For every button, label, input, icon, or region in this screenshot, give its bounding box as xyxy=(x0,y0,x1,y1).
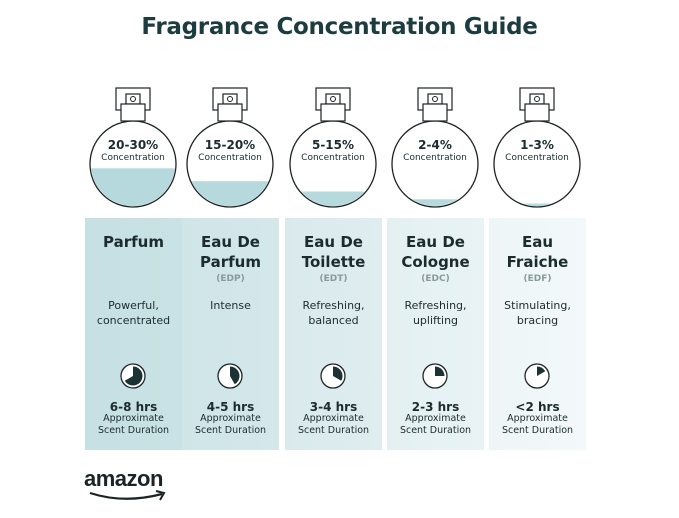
card-3: Eau De Cologne (EDC) Refreshing, uplifti… xyxy=(387,218,484,450)
duration-label: Approximate Scent Duration xyxy=(182,413,279,437)
card-0: Parfum Powerful, concentrated 6-8 hrs Ap… xyxy=(85,218,182,450)
duration-value: 4-5 hrs xyxy=(206,400,255,414)
name-line2: Parfum xyxy=(200,253,261,271)
bottle-3: 2-4% Concentration xyxy=(387,86,483,216)
concentration: 2-4% Concentration xyxy=(387,138,483,163)
duration-value: 2-3 hrs xyxy=(411,400,460,414)
description: Refreshing, balanced xyxy=(285,298,382,328)
concentration-value: 1-3% xyxy=(520,138,554,152)
card-1: Eau De Parfum (EDP) Intense 4-5 hrs Appr… xyxy=(182,218,279,450)
concentration-value: 5-15% xyxy=(311,138,355,152)
desc-line1: Intense xyxy=(210,299,251,312)
name-line1: Eau De xyxy=(201,233,260,251)
desc-line1: Stimulating, xyxy=(504,299,571,312)
desc-line2: bracing xyxy=(516,314,559,327)
concentration-value: 15-20% xyxy=(204,138,256,152)
clock-pie-icon xyxy=(120,363,146,389)
bottle-0: 20-30% Concentration xyxy=(85,86,181,216)
page-title: Fragrance Concentration Guide xyxy=(141,14,538,40)
perfume-bottle-icon xyxy=(289,87,377,208)
fragrance-name: Eau Fraiche (EDF) xyxy=(489,232,586,286)
concentration: 15-20% Concentration xyxy=(182,138,278,163)
duration-label2: Scent Duration xyxy=(399,425,472,436)
description: Intense xyxy=(182,298,279,313)
desc-line2: uplifting xyxy=(412,314,459,327)
duration-label1: Approximate xyxy=(200,413,261,424)
card-2: Eau De Toilette (EDT) Refreshing, balanc… xyxy=(285,218,382,450)
duration-label1: Approximate xyxy=(507,413,568,424)
description: Refreshing, uplifting xyxy=(387,298,484,328)
duration-label2: Scent Duration xyxy=(194,425,267,436)
name-line1: Eau xyxy=(521,233,554,251)
concentration-label: Concentration xyxy=(198,153,262,163)
description: Powerful, concentrated xyxy=(85,298,182,328)
concentration-value: 20-30% xyxy=(107,138,159,152)
concentration-label: Concentration xyxy=(403,153,467,163)
name-line2: Cologne xyxy=(401,253,470,271)
perfume-bottle-icon xyxy=(493,87,581,208)
abbreviation: (EDC) xyxy=(421,274,450,284)
duration-label2: Scent Duration xyxy=(501,425,574,436)
name-line1: Parfum xyxy=(103,233,164,251)
clock-pie-icon xyxy=(217,363,243,389)
bottle-2: 5-15% Concentration xyxy=(285,86,381,216)
name-line2: Fraiche xyxy=(506,253,569,271)
duration-label2: Scent Duration xyxy=(297,425,370,436)
name-line1: Eau De xyxy=(304,233,363,251)
logo-text: amazon xyxy=(84,466,163,491)
concentration-label: Concentration xyxy=(101,153,165,163)
desc-line2: concentrated xyxy=(96,314,171,327)
duration-label2: Scent Duration xyxy=(97,425,170,436)
concentration: 20-30% Concentration xyxy=(85,138,181,163)
fragrance-name: Eau De Toilette (EDT) xyxy=(285,232,382,286)
duration-value: 3-4 hrs xyxy=(309,400,358,414)
concentration-value: 2-4% xyxy=(418,138,452,152)
concentration: 1-3% Concentration xyxy=(489,138,585,163)
desc-line1: Refreshing, xyxy=(302,299,365,312)
duration-value: 6-8 hrs xyxy=(109,400,158,414)
duration-label1: Approximate xyxy=(303,413,364,424)
perfume-bottle-icon xyxy=(186,87,274,208)
duration-label: Approximate Scent Duration xyxy=(285,413,382,437)
abbreviation: (EDF) xyxy=(523,274,552,284)
fragrance-name: Eau De Cologne (EDC) xyxy=(387,232,484,286)
desc-line1: Refreshing, xyxy=(404,299,467,312)
description: Stimulating, bracing xyxy=(489,298,586,328)
smile-arrow-icon xyxy=(89,490,166,501)
bottle-1: 15-20% Concentration xyxy=(182,86,278,216)
duration-label1: Approximate xyxy=(103,413,164,424)
name-line1: Eau De xyxy=(406,233,465,251)
perfume-bottle-icon xyxy=(89,87,177,208)
clock-pie-icon xyxy=(320,363,346,389)
duration-label: Approximate Scent Duration xyxy=(85,413,182,437)
concentration-label: Concentration xyxy=(505,153,569,163)
duration-label1: Approximate xyxy=(405,413,466,424)
clock-pie-icon xyxy=(524,363,550,389)
duration-value: <2 hrs xyxy=(515,400,560,414)
concentration-label: Concentration xyxy=(301,153,365,163)
amazon-logo: amazon xyxy=(84,466,184,506)
concentration: 5-15% Concentration xyxy=(285,138,381,163)
perfume-bottle-icon xyxy=(391,87,479,208)
card-4: Eau Fraiche (EDF) Stimulating, bracing <… xyxy=(489,218,586,450)
fragrance-name: Parfum xyxy=(85,232,182,252)
bottle-4: 1-3% Concentration xyxy=(489,86,585,216)
clock-pie-icon xyxy=(422,363,448,389)
name-line2: Toilette xyxy=(301,253,366,271)
desc-line1: Powerful, xyxy=(108,299,159,312)
fragrance-name: Eau De Parfum (EDP) xyxy=(182,232,279,286)
duration-label: Approximate Scent Duration xyxy=(387,413,484,437)
duration-label: Approximate Scent Duration xyxy=(489,413,586,437)
abbreviation: (EDP) xyxy=(216,274,245,284)
desc-line2: balanced xyxy=(308,314,359,327)
abbreviation: (EDT) xyxy=(319,274,348,284)
